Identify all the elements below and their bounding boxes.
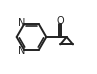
Text: N: N: [18, 18, 26, 28]
Text: N: N: [18, 46, 26, 56]
Text: O: O: [56, 16, 64, 26]
